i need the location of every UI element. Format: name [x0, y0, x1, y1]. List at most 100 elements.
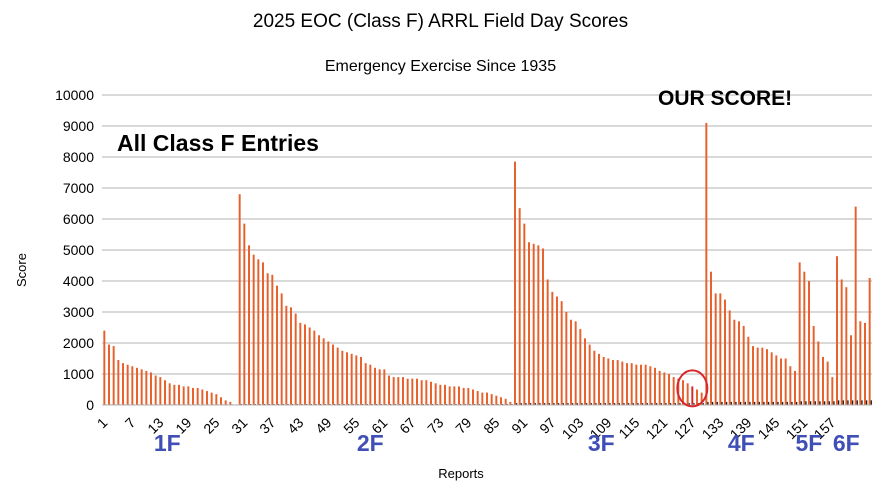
count-bar-report-116	[641, 403, 644, 405]
bar-report-146	[780, 358, 782, 405]
bar-report-85	[495, 395, 498, 405]
count-bar-report-160	[847, 400, 849, 405]
bar-report-139	[747, 336, 750, 405]
bar-report-37	[271, 274, 274, 405]
bar-report-156	[826, 361, 829, 405]
bar-report-76	[453, 386, 456, 405]
x-tick-label: 127	[671, 414, 699, 442]
our-score-highlight-circle	[676, 369, 709, 408]
bar-report-127	[691, 386, 694, 405]
bar-report-25	[215, 394, 218, 405]
bar-report-113	[626, 363, 628, 405]
bar-report-125	[682, 380, 684, 405]
bar-report-107	[598, 353, 600, 405]
count-bar-report-150	[800, 401, 802, 405]
all-entries-annotation: All Class F Entries	[117, 130, 319, 156]
bar-report-106	[593, 350, 596, 405]
count-bar-report-120	[660, 403, 662, 405]
count-bar-report-109	[609, 403, 611, 405]
bar-report-17	[178, 384, 180, 405]
x-tick-label: 97	[536, 414, 558, 436]
bar-report-150	[798, 262, 801, 405]
bar-report-32	[248, 245, 250, 405]
bar-report-151	[803, 271, 806, 405]
bar-report-15	[168, 383, 171, 405]
class-label-1f: 1F	[153, 430, 181, 456]
bar-report-110	[612, 360, 614, 405]
bar-report-132	[714, 293, 717, 405]
count-bar-report-96	[548, 403, 550, 405]
bar-report-99	[560, 301, 563, 405]
bar-report-47	[318, 335, 320, 405]
bar-report-3	[112, 346, 115, 405]
x-axis-label: Reports	[438, 466, 484, 481]
bar-report-67	[411, 378, 414, 405]
bar-report-105	[588, 344, 591, 405]
count-bar-report-136	[735, 401, 737, 405]
bar-report-73	[439, 384, 442, 405]
count-bar-report-113	[627, 403, 630, 405]
bar-report-115	[635, 364, 638, 405]
bar-report-62	[388, 375, 390, 405]
bar-report-80	[472, 389, 474, 405]
gridlines	[102, 94, 872, 375]
bar-report-7	[131, 366, 134, 405]
y-tick-label: 8000	[63, 149, 94, 165]
x-tick-label: 121	[643, 414, 671, 442]
bar-report-89	[514, 161, 516, 405]
count-bar-report-140	[753, 401, 756, 405]
count-bar-report-153	[814, 401, 816, 405]
class-label-3f: 3F	[587, 430, 615, 456]
count-bar-report-162	[856, 400, 858, 405]
bar-report-97	[551, 291, 554, 405]
bar-report-165	[868, 277, 871, 405]
bar-report-74	[444, 384, 446, 405]
bar-report-130	[705, 122, 708, 406]
bar-report-121	[663, 372, 666, 405]
count-bar-report-164	[865, 400, 868, 405]
bar-report-102	[574, 321, 577, 405]
count-bar-report-157	[833, 401, 835, 405]
bar-report-35	[262, 262, 264, 405]
count-bar-report-119	[655, 403, 658, 405]
bar-report-70	[425, 380, 428, 405]
count-bar-report-124	[679, 403, 681, 405]
count-bar-report-161	[851, 400, 854, 405]
class-label-2f: 2F	[356, 430, 384, 456]
bar-report-91	[523, 223, 526, 405]
x-tick-label: 91	[508, 414, 530, 436]
count-bar-report-121	[665, 403, 667, 405]
count-bar-report-163	[861, 400, 863, 405]
count-bar-report-132	[716, 401, 718, 405]
count-bar-report-97	[553, 403, 555, 405]
bar-report-28	[229, 401, 232, 405]
bar-report-64	[397, 377, 400, 405]
bar-report-153	[812, 325, 815, 405]
count-bar-report-110	[613, 403, 616, 405]
count-bar-report-156	[828, 401, 830, 405]
bar-report-1	[103, 330, 106, 405]
bar-report-142	[761, 347, 764, 405]
bar-report-87	[504, 398, 507, 405]
bar-report-160	[845, 287, 848, 405]
bar-report-163	[859, 321, 862, 405]
our-score-annotation: OUR SCORE!	[658, 87, 793, 110]
count-bar-report-141	[758, 401, 760, 405]
count-bar-report-123	[674, 403, 676, 405]
bar-report-11	[150, 372, 152, 405]
class-label-4f: 4F	[727, 430, 755, 456]
bar-report-109	[607, 358, 610, 405]
bar-report-144	[770, 352, 773, 405]
bar-report-162	[854, 206, 857, 405]
bar-report-30	[238, 194, 241, 405]
bar-report-48	[322, 338, 325, 405]
count-bar-report-92	[529, 403, 532, 405]
count-bar-report-115	[637, 403, 639, 405]
bar-report-44	[304, 324, 306, 405]
count-bar-report-130	[707, 401, 709, 405]
bar-report-164	[864, 322, 866, 405]
x-tick-label: 37	[256, 414, 278, 436]
bar-report-92	[528, 242, 530, 405]
count-bar-report-108	[604, 403, 606, 405]
bar-report-117	[644, 364, 647, 405]
